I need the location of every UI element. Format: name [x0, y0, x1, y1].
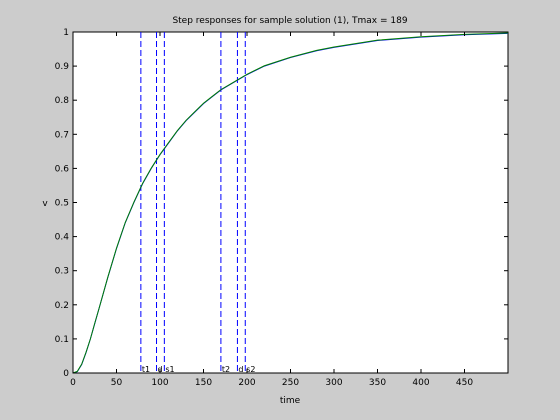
- x-axis-label: time: [280, 396, 301, 406]
- x-tick-label: 250: [282, 378, 299, 388]
- marker-label-6: s2: [246, 365, 255, 374]
- y-tick-label: 0.5: [55, 199, 69, 209]
- marker-label-5: d: [238, 365, 243, 374]
- x-tick-label: 150: [195, 378, 212, 388]
- marker-label-1: t1: [142, 365, 150, 374]
- marker-label-3: s1: [165, 365, 174, 374]
- marker-label-layer: t1 d s1 t2 d s2: [142, 365, 256, 374]
- y-tick-label: 0.1: [55, 335, 69, 345]
- x-tick-label: 0: [70, 378, 76, 388]
- y-tick-label: 1: [63, 28, 69, 38]
- marker-label-4: t2: [222, 365, 230, 374]
- y-tick-label: 0: [63, 369, 69, 379]
- y-axis-label: v: [42, 199, 48, 209]
- y-tick-label: 0.7: [55, 130, 69, 140]
- x-tick-label: 450: [456, 378, 473, 388]
- chart-title: Step responses for sample solution (1), …: [172, 16, 407, 26]
- series-line-2: [72, 32, 509, 374]
- y-tick-label: 0.3: [55, 267, 69, 277]
- x-tick-label: 100: [151, 378, 168, 388]
- y-tick-label: 0.9: [55, 62, 70, 72]
- y-tick-label: 0.6: [55, 164, 70, 174]
- x-axis-ticks: 0 50 100 150 200 250 300 350 400 450: [70, 32, 473, 388]
- y-axis-ticks: 0 0.1 0.2 0.3 0.4 0.5 0.6 0.7 0.8 0.9 1: [55, 28, 508, 379]
- series-layer: [72, 32, 509, 374]
- y-tick-label: 0.2: [55, 301, 69, 311]
- y-tick-label: 0.4: [55, 233, 70, 243]
- vertical-marker-layer: [140, 32, 246, 373]
- plot-area: [72, 31, 509, 374]
- marker-label-2: d: [158, 365, 163, 374]
- x-tick-label: 200: [238, 378, 255, 388]
- x-tick-label: 400: [412, 378, 429, 388]
- x-tick-label: 50: [111, 378, 123, 388]
- y-tick-label: 0.8: [55, 96, 70, 106]
- x-tick-label: 350: [369, 378, 386, 388]
- x-tick-label: 300: [325, 378, 342, 388]
